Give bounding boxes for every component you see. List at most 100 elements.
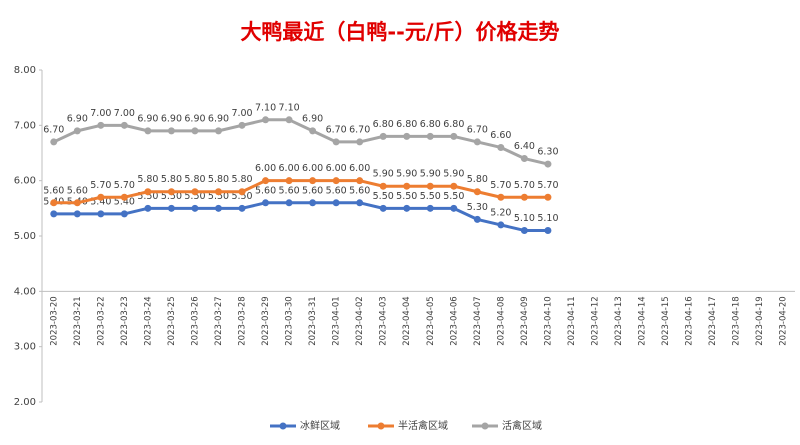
point (144, 127, 152, 135)
point (73, 199, 81, 207)
data-label: 6.80 (396, 119, 417, 130)
legend-marker (481, 422, 489, 430)
point (167, 188, 175, 196)
data-label: 5.90 (396, 169, 417, 180)
point (520, 155, 528, 163)
data-label: 5.60 (326, 185, 347, 196)
data-label: 5.50 (443, 191, 464, 202)
point (332, 199, 340, 207)
x-tick-label: 2023-04-13 (614, 296, 624, 345)
point (50, 210, 58, 218)
point (426, 204, 434, 212)
point (544, 160, 552, 168)
point (191, 204, 199, 212)
x-tick-label: 2023-04-12 (590, 296, 600, 345)
data-label: 5.50 (396, 191, 417, 202)
x-tick-label: 2023-04-03 (379, 296, 389, 345)
x-tick-label: 2023-04-01 (332, 296, 342, 345)
y-tick-label: 7.00 (14, 120, 36, 131)
y-tick-label: 2.00 (14, 397, 36, 408)
x-tick-label: 2023-03-22 (96, 296, 106, 345)
data-label: 7.10 (279, 102, 300, 113)
point (379, 204, 387, 212)
legend-marker (279, 422, 287, 430)
x-tick-label: 2023-03-29 (261, 296, 271, 345)
data-label: 6.90 (161, 113, 182, 124)
x-tick-label: 2023-04-02 (355, 296, 365, 345)
point (450, 132, 458, 140)
data-label: 5.20 (490, 207, 511, 218)
point (356, 177, 364, 185)
point (403, 182, 411, 190)
x-tick-label: 2023-04-05 (426, 296, 436, 345)
x-tick-label: 2023-03-27 (214, 296, 224, 345)
data-label: 6.60 (490, 130, 511, 141)
point (426, 132, 434, 140)
data-label: 5.80 (137, 174, 158, 185)
data-label: 6.70 (326, 124, 347, 135)
x-tick-label: 2023-04-17 (708, 296, 718, 345)
legend-label: 半活禽区域 (398, 419, 448, 432)
point (191, 127, 199, 135)
point (50, 199, 58, 207)
x-tick-label: 2023-03-28 (238, 296, 248, 345)
point (544, 193, 552, 201)
point (214, 127, 222, 135)
data-label: 5.80 (467, 174, 488, 185)
point (285, 177, 293, 185)
point (167, 127, 175, 135)
data-label: 7.00 (114, 108, 135, 119)
point (144, 188, 152, 196)
point (379, 132, 387, 140)
data-label: 6.90 (67, 113, 88, 124)
data-label: 5.90 (420, 169, 441, 180)
legend-label: 冰鲜区域 (300, 419, 340, 432)
data-label: 5.30 (467, 202, 488, 213)
data-label: 5.90 (443, 169, 464, 180)
y-tick-label: 8.00 (14, 65, 36, 76)
x-tick-label: 2023-04-04 (402, 296, 412, 345)
data-label: 6.40 (514, 141, 535, 152)
x-tick-label: 2023-04-19 (755, 296, 765, 345)
data-label: 5.80 (208, 174, 229, 185)
point (262, 199, 270, 207)
data-label: 5.40 (90, 196, 111, 207)
data-label: 5.50 (161, 191, 182, 202)
x-tick-label: 2023-04-10 (543, 296, 553, 345)
data-label: 6.30 (537, 147, 558, 158)
x-tick-label: 2023-03-25 (167, 296, 177, 345)
data-label: 7.10 (255, 102, 276, 113)
data-label: 5.70 (537, 180, 558, 191)
x-tick-label: 2023-04-07 (473, 296, 483, 345)
series-line (53, 118, 549, 166)
point (50, 138, 58, 146)
point (73, 127, 81, 135)
data-label: 5.70 (514, 180, 535, 191)
point (473, 215, 481, 223)
data-label: 6.00 (279, 163, 300, 174)
data-label: 6.80 (443, 119, 464, 130)
point (356, 138, 364, 146)
data-label: 5.60 (43, 185, 64, 196)
point (97, 193, 105, 201)
point (144, 204, 152, 212)
point (167, 204, 175, 212)
data-label: 6.70 (349, 124, 370, 135)
x-tick-label: 2023-04-08 (496, 296, 506, 345)
point (285, 116, 293, 124)
chart-title: 大鸭最近（白鸭--元/斤）价格走势 (240, 20, 559, 44)
data-label: 5.60 (255, 185, 276, 196)
data-label: 6.80 (420, 119, 441, 130)
point (520, 193, 528, 201)
x-tick-label: 2023-04-11 (567, 296, 577, 345)
data-label: 5.50 (184, 191, 205, 202)
point (403, 132, 411, 140)
data-label: 5.60 (279, 185, 300, 196)
data-label: 7.00 (90, 108, 111, 119)
point (332, 177, 340, 185)
point (332, 138, 340, 146)
point (120, 210, 128, 218)
point (191, 188, 199, 196)
point (497, 143, 505, 151)
data-label: 6.90 (208, 113, 229, 124)
